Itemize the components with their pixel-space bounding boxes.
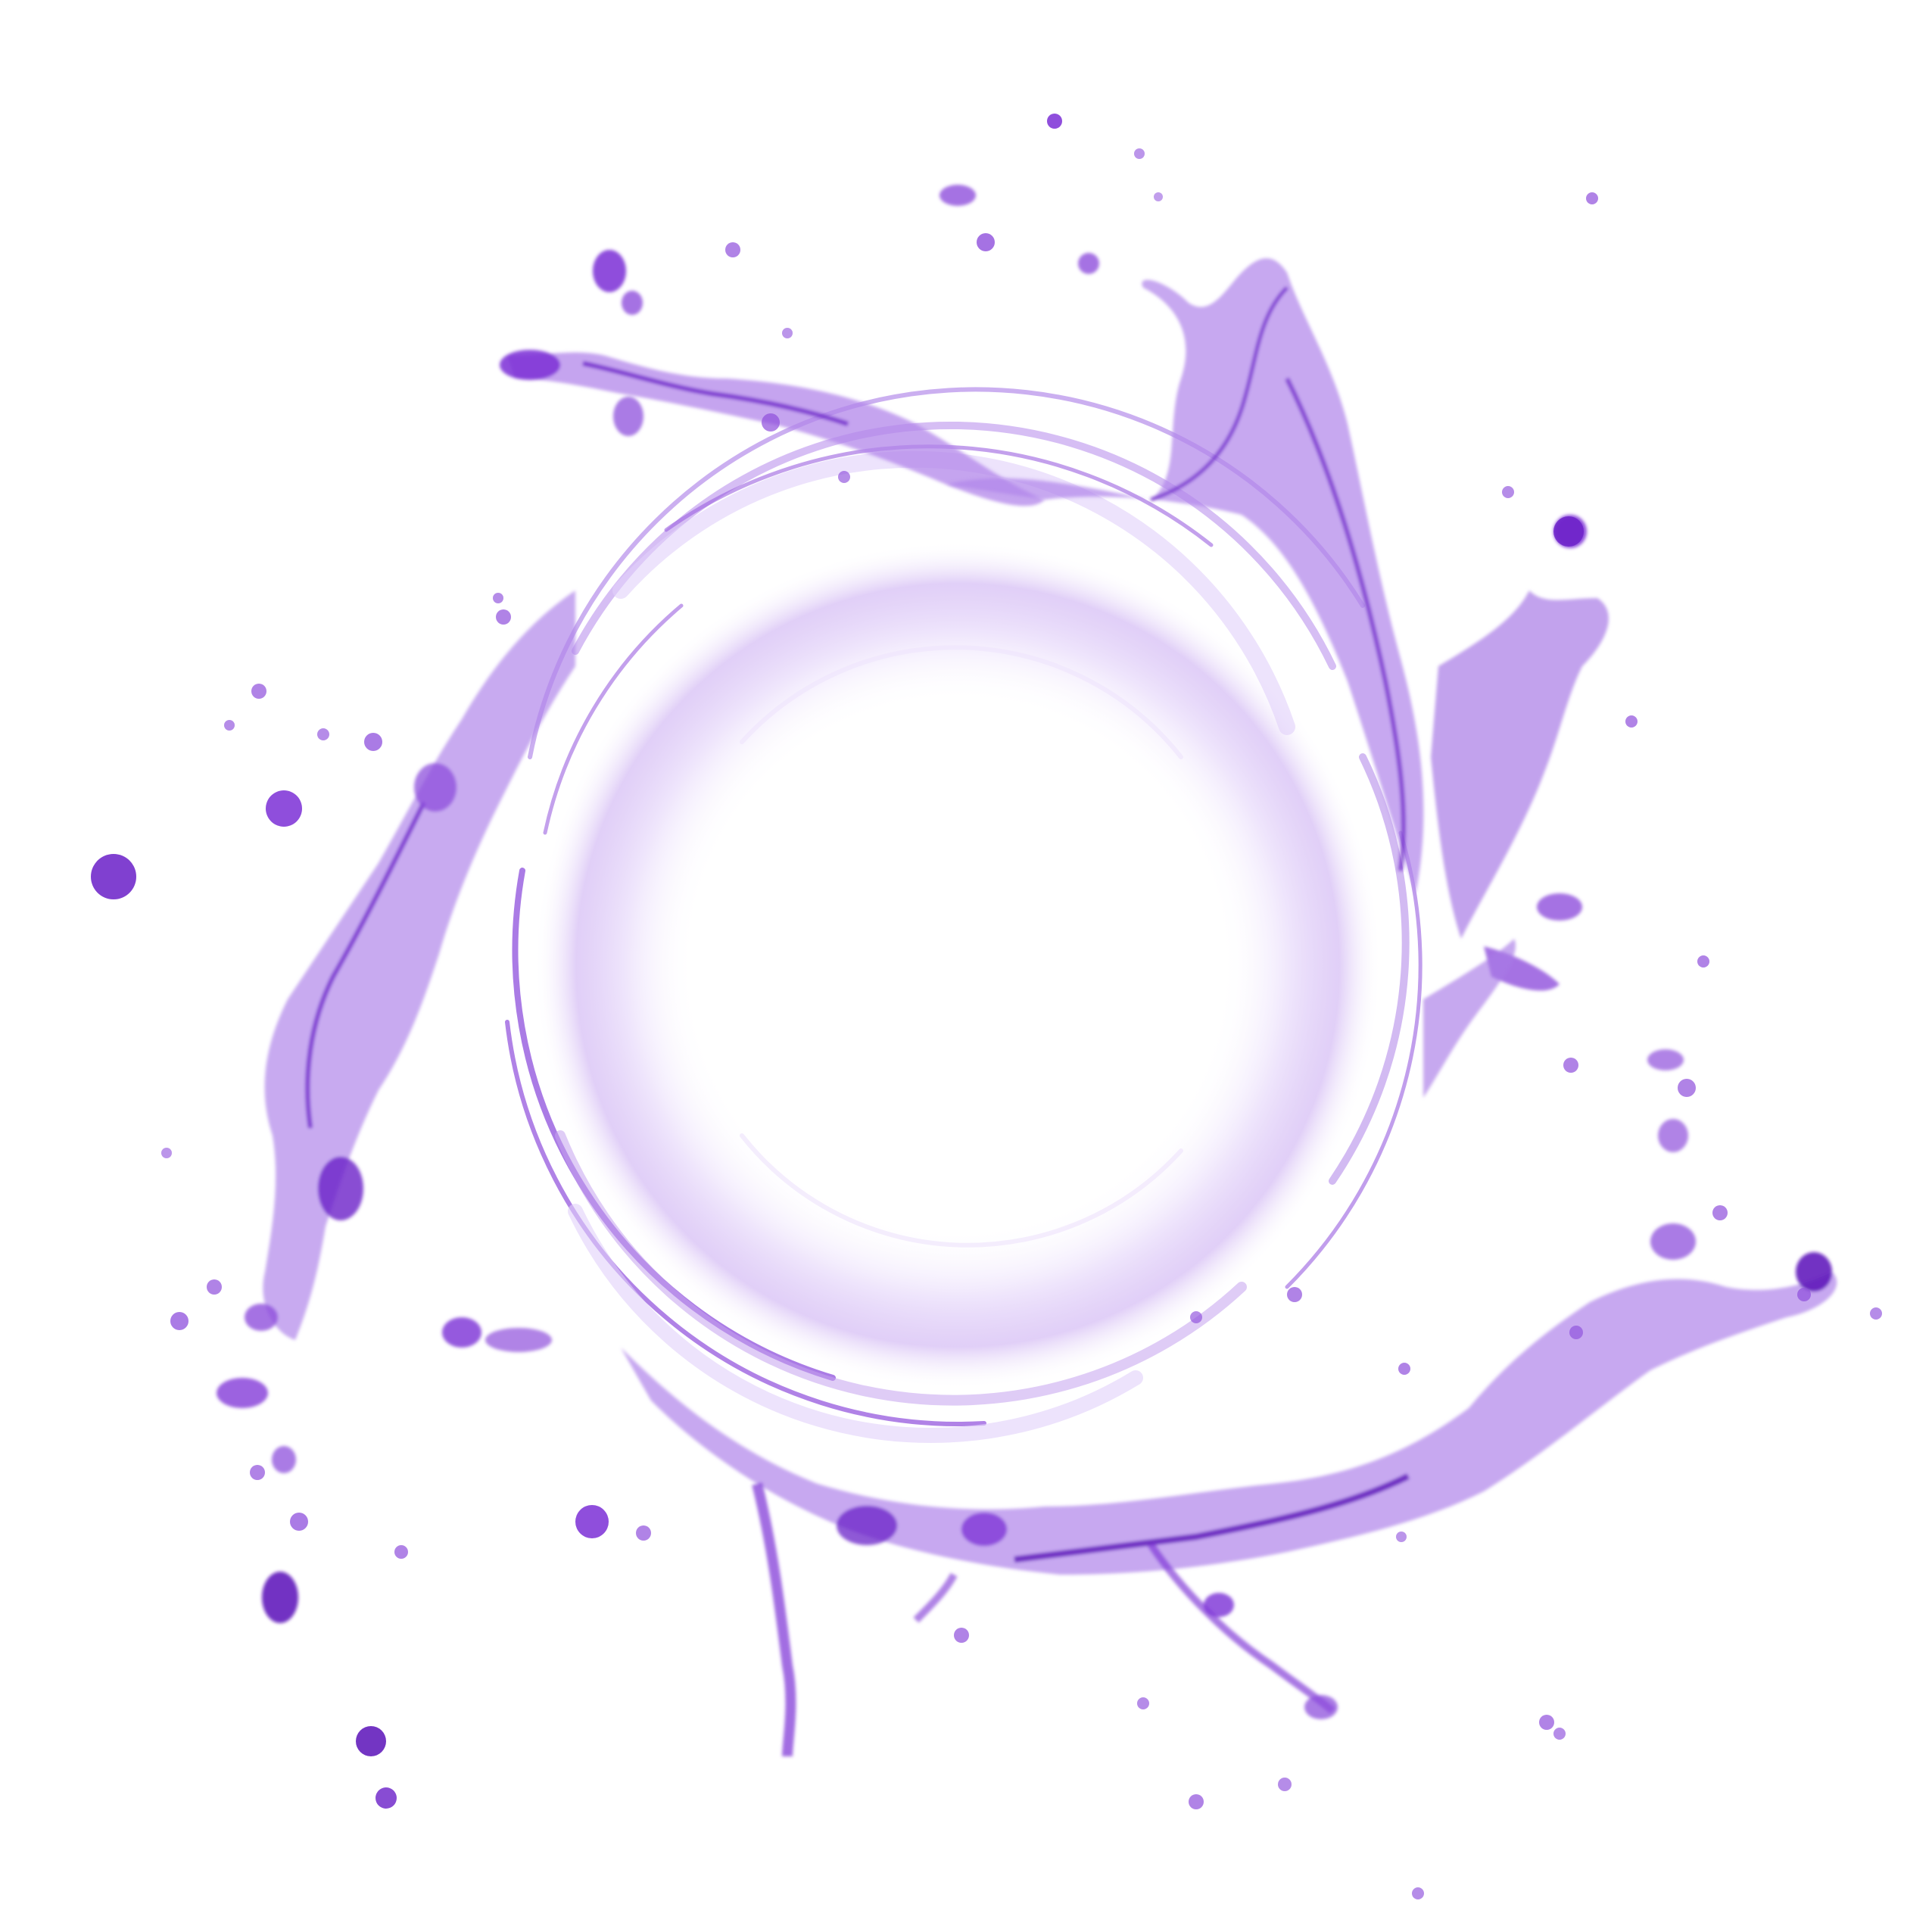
splash-arm-top-left — [500, 250, 1045, 506]
droplets — [91, 114, 1882, 1899]
swirl-ring — [505, 387, 1423, 1444]
splash-arm-bottom — [621, 1049, 1837, 1757]
splash-arm-right — [1423, 515, 1609, 1098]
splash-arm-left — [217, 591, 575, 1623]
splash-arm-top-right — [940, 185, 1424, 893]
